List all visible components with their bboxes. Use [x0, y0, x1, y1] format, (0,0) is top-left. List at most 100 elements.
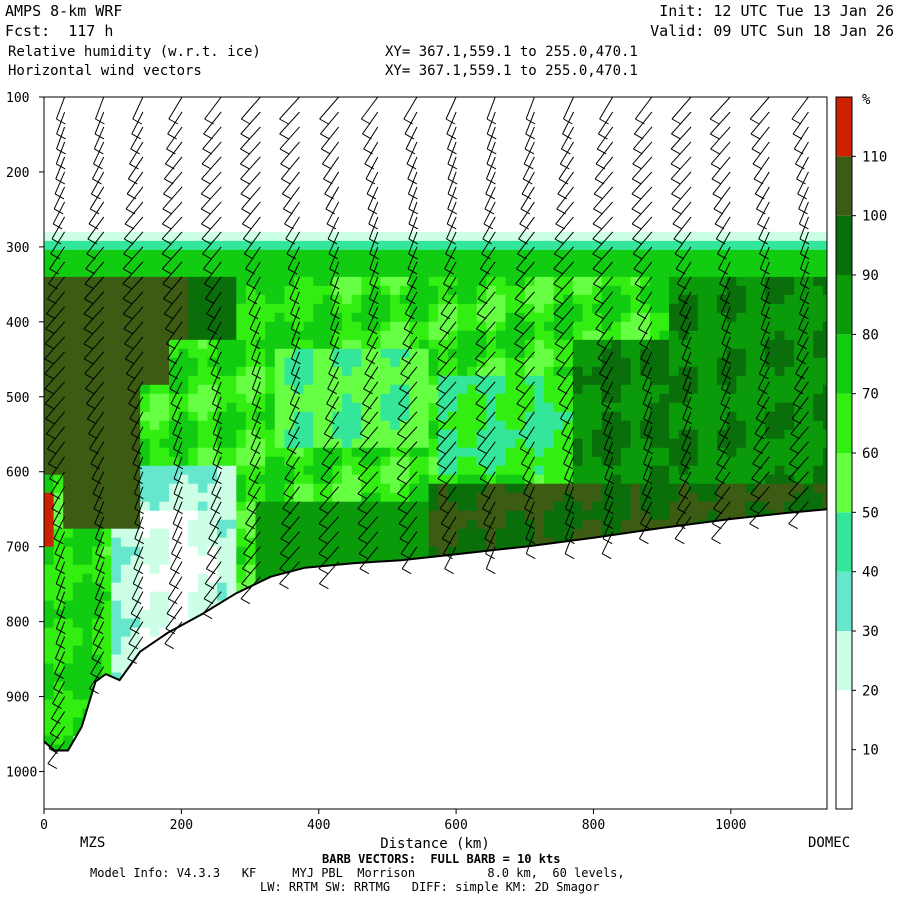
rh-cell [447, 492, 459, 503]
wind-barb-feather [402, 343, 413, 350]
rh-cell [130, 357, 141, 368]
wind-barb [328, 351, 340, 375]
wind-barb [799, 246, 809, 270]
rh-cell [284, 402, 295, 413]
wind-barb [83, 321, 105, 345]
rh-cell [659, 384, 670, 395]
wind-barb [444, 546, 457, 569]
rh-cell [553, 492, 564, 503]
rh-cell [294, 429, 305, 440]
wind-barb-feather [517, 418, 528, 425]
rh-cell [784, 429, 795, 440]
wind-barb [323, 156, 340, 180]
wind-barb [680, 306, 692, 330]
rh-cell [563, 492, 574, 503]
rh-cell [640, 330, 651, 341]
rh-cell [755, 465, 766, 476]
rh-cell [495, 483, 507, 494]
rh-cell [149, 267, 160, 278]
rh-cell [53, 735, 64, 746]
wind-barb [320, 456, 340, 480]
rh-cell [274, 366, 285, 377]
rh-cell [130, 285, 141, 296]
rh-cell [351, 402, 362, 413]
rh-cell [44, 285, 55, 296]
rh-cell [322, 240, 334, 251]
wind-barb-feather [603, 448, 614, 455]
rh-cell [784, 411, 795, 422]
rh-cell [447, 339, 459, 350]
rh-cell [284, 456, 295, 467]
rh-cell [188, 519, 199, 530]
wind-barb [478, 261, 496, 285]
rh-cell [303, 492, 314, 503]
rh-cell [697, 501, 709, 512]
wind-barb-feather [247, 493, 258, 500]
rh-cell [380, 438, 391, 449]
wind-barb [634, 261, 653, 285]
rh-cell [553, 528, 564, 539]
rh-cell [63, 474, 74, 485]
rh-cell [188, 474, 199, 485]
rh-cell [467, 465, 478, 476]
rh-cell [649, 411, 661, 422]
rh-cell [438, 240, 449, 251]
rh-cell [553, 339, 564, 350]
rh-cell [130, 591, 141, 602]
rh-cell [592, 357, 603, 368]
wind-barb [285, 441, 300, 465]
rh-cell [428, 258, 439, 269]
wind-barb-feather [318, 553, 328, 560]
rh-cell [140, 555, 151, 566]
rh-cell [697, 312, 709, 323]
rh-cell [44, 600, 55, 611]
rh-cell [774, 285, 786, 296]
rh-cell [784, 447, 795, 458]
rh-cell [649, 510, 661, 521]
rh-cell [111, 375, 122, 386]
rh-cell [351, 348, 362, 359]
rh-cell [505, 258, 516, 269]
wind-barb-feather [713, 208, 724, 215]
wind-barb-feather [358, 463, 368, 470]
rh-cell [457, 348, 468, 359]
rh-cell [361, 294, 372, 305]
rh-cell [82, 492, 93, 503]
rh-cell [169, 438, 180, 449]
rh-cell [582, 393, 593, 404]
wind-barb [169, 366, 183, 390]
wind-barb-feather [287, 268, 298, 275]
rh-cell [53, 582, 64, 593]
rh-cell [822, 348, 827, 359]
wind-barb-feather [162, 208, 173, 215]
wind-barb [750, 471, 770, 495]
rh-cell [438, 501, 449, 512]
colorbar-tick-label: 60 [862, 446, 879, 462]
rh-cell [284, 492, 295, 503]
rh-cell [765, 303, 776, 314]
rh-cell [197, 582, 209, 593]
rh-cell [92, 654, 103, 665]
rh-cell [44, 672, 55, 683]
rh-cell [534, 528, 545, 539]
rh-cell [188, 573, 199, 584]
wind-barb [95, 97, 105, 120]
rh-cell [803, 393, 814, 404]
wind-barb-feather [475, 388, 485, 395]
rh-cell [82, 330, 93, 341]
rh-cell [188, 357, 199, 368]
rh-cell [697, 492, 709, 503]
rh-cell [159, 528, 170, 539]
wind-barb [367, 186, 379, 210]
wind-barb [55, 97, 66, 120]
wind-barb [553, 276, 574, 300]
rh-cell [592, 474, 603, 485]
wind-barb-feather [476, 313, 487, 320]
rh-cell [669, 402, 680, 413]
wind-barb [593, 186, 614, 210]
rh-cell [120, 573, 132, 584]
rh-cell [380, 501, 391, 512]
rh-cell [92, 501, 103, 512]
wind-barb [446, 111, 457, 135]
rh-cell [72, 330, 84, 341]
